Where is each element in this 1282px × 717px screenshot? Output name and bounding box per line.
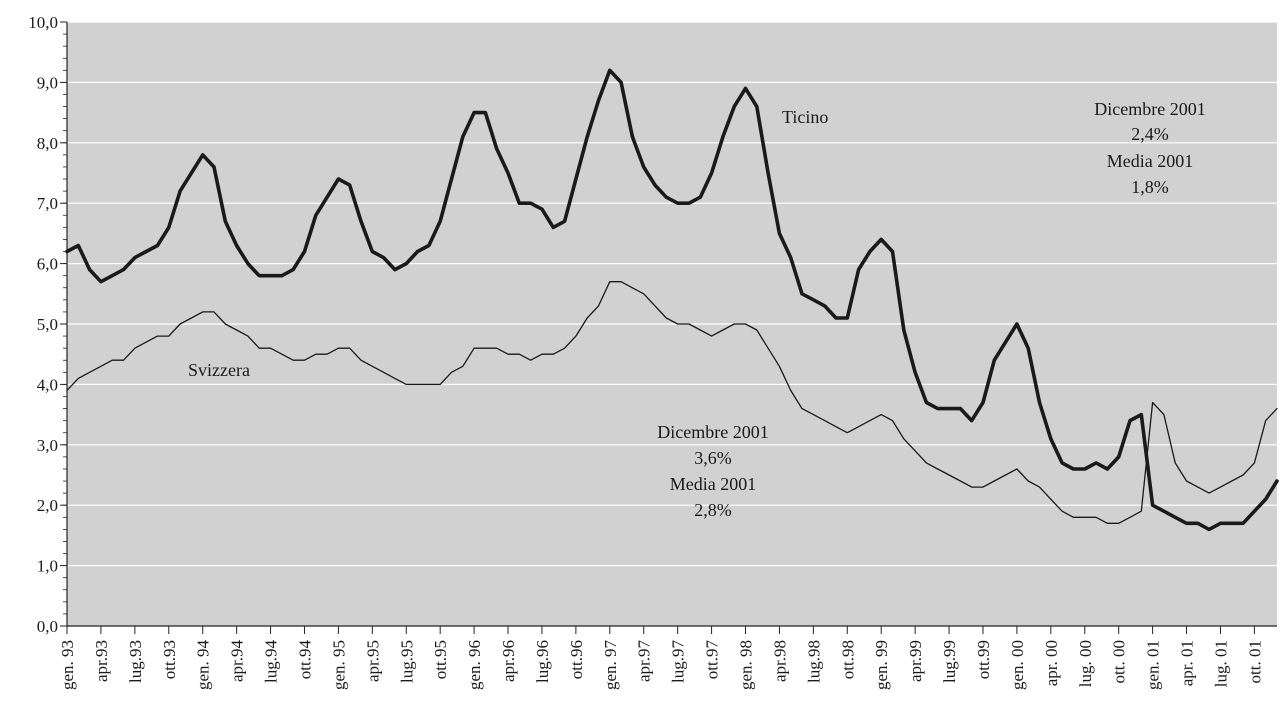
series-lines	[65, 68, 1279, 532]
x-axis: gen. 93 apr.93 lug.93 ott.93 gen. 94 apr.94 lu…	[58, 625, 1277, 691]
y-tick-label: 2,0	[37, 496, 58, 515]
x-tick-label: lug.93	[126, 640, 145, 683]
y-tick-label: 7,0	[37, 194, 58, 213]
x-tick-label: lug. 01	[1211, 640, 1230, 687]
y-tick-label: 1,0	[37, 557, 58, 576]
x-tick-label: gen. 95	[329, 640, 348, 690]
x-tick-label: lug.94	[262, 640, 281, 683]
x-tick-label: gen. 97	[601, 640, 620, 691]
ticino-summary-line-3: Media 2001	[1107, 151, 1193, 171]
x-tick-label: apr.97	[635, 640, 654, 683]
ticino-summary-annotation: Dicembre 2001 2,4% Media 2001 1,8%	[1094, 99, 1205, 197]
x-tick-label: gen. 93	[58, 640, 77, 690]
y-axis: 0,0 1,0 2,0 3,0 4,0 5,0 6,0 7,0 8,0 9,0 10,0	[28, 13, 68, 636]
svizzera-summary-line-1: Dicembre 2001	[657, 422, 768, 442]
x-tick-label: lug.96	[533, 640, 552, 683]
y-tick-label: 8,0	[37, 134, 58, 153]
x-tick-label: lug.99	[940, 640, 959, 683]
x-tick-label: apr.99	[906, 640, 925, 682]
svizzera-summary-line-2: 3,6%	[694, 448, 732, 468]
series-line-svizzera	[66, 281, 1278, 524]
x-tick-label: apr. 01	[1178, 640, 1197, 686]
x-tick-label: ott.98	[838, 640, 857, 679]
ticino-series-label: Ticino	[782, 107, 828, 127]
svizzera-summary-line-3: Media 2001	[670, 474, 756, 494]
y-tick-label: 10,0	[28, 13, 58, 32]
x-tick-label: ott.93	[160, 640, 179, 679]
x-tick-label: ott.96	[567, 640, 586, 679]
y-tick-label: 3,0	[37, 436, 58, 455]
x-tick-label: lug.98	[804, 640, 823, 683]
x-tick-label: ott.95	[431, 640, 450, 679]
x-tick-label: apr.93	[92, 640, 111, 682]
x-tick-label: lug.95	[397, 640, 416, 683]
y-tick-label: 4,0	[37, 375, 58, 394]
y-tick-label: 6,0	[37, 255, 58, 274]
ticino-summary-line-2: 2,4%	[1131, 124, 1169, 144]
x-tick-label: gen. 96	[465, 640, 484, 690]
x-tick-label: ott. 00	[1110, 640, 1129, 683]
x-tick-label: ott.97	[703, 640, 722, 680]
ticino-summary-line-4: 1,8%	[1131, 177, 1169, 197]
y-tick-label: 9,0	[37, 73, 58, 92]
x-tick-label: gen. 00	[1008, 640, 1027, 690]
x-tick-label: gen. 98	[737, 640, 756, 690]
x-tick-label: gen. 94	[194, 640, 213, 691]
x-tick-label: apr.94	[228, 640, 247, 683]
series-line-ticino	[65, 68, 1279, 532]
x-tick-label: apr.95	[363, 640, 382, 682]
x-tick-label: lug.97	[669, 640, 688, 683]
x-tick-label: apr. 00	[1042, 640, 1061, 686]
x-tick-label: ott.99	[974, 640, 993, 679]
x-tick-label: gen. 01	[1144, 640, 1163, 690]
ticino-summary-line-1: Dicembre 2001	[1094, 99, 1205, 119]
y-tick-label: 5,0	[37, 315, 58, 334]
x-tick-label: apr.98	[770, 640, 789, 682]
gridlines	[67, 21, 1277, 567]
svizzera-summary-line-4: 2,8%	[694, 500, 732, 520]
svizzera-summary-annotation: Dicembre 2001 3,6% Media 2001 2,8%	[657, 422, 768, 520]
x-tick-label: lug. 00	[1076, 640, 1095, 687]
y-tick-label: 0,0	[37, 617, 58, 636]
svizzera-series-label: Svizzera	[188, 360, 250, 380]
x-tick-label: gen. 99	[872, 640, 891, 690]
x-tick-label: apr.96	[499, 640, 518, 682]
x-tick-label: ott.94	[295, 640, 314, 680]
x-tick-label: ott. 01	[1245, 640, 1264, 683]
